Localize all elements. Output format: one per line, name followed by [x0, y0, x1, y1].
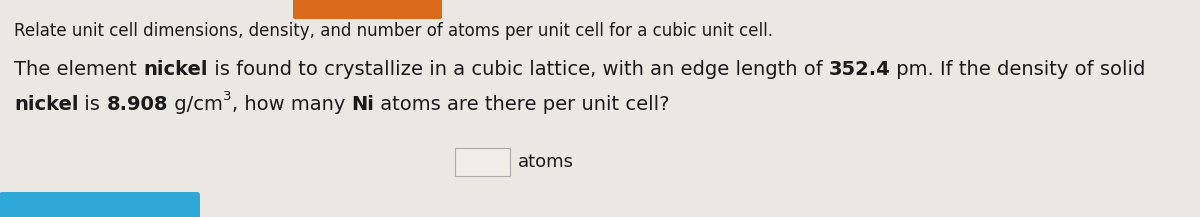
FancyBboxPatch shape: [0, 192, 200, 217]
Text: atoms: atoms: [518, 153, 574, 171]
Text: The element: The element: [14, 60, 143, 79]
FancyBboxPatch shape: [455, 148, 510, 176]
Text: pm. If the density of solid: pm. If the density of solid: [890, 60, 1146, 79]
Text: is found to crystallize in a cubic lattice, with an edge length of: is found to crystallize in a cubic latti…: [208, 60, 828, 79]
FancyBboxPatch shape: [293, 0, 442, 19]
Text: is: is: [78, 95, 107, 114]
Text: g/cm: g/cm: [168, 95, 223, 114]
Text: 3: 3: [223, 90, 232, 103]
Text: Relate unit cell dimensions, density, and number of atoms per unit cell for a cu: Relate unit cell dimensions, density, an…: [14, 22, 773, 40]
Text: atoms are there per unit cell?: atoms are there per unit cell?: [374, 95, 670, 114]
Text: , how many: , how many: [232, 95, 352, 114]
Text: nickel: nickel: [143, 60, 208, 79]
Text: nickel: nickel: [14, 95, 78, 114]
Text: 352.4: 352.4: [828, 60, 890, 79]
Text: Ni: Ni: [352, 95, 374, 114]
Text: 8.908: 8.908: [107, 95, 168, 114]
